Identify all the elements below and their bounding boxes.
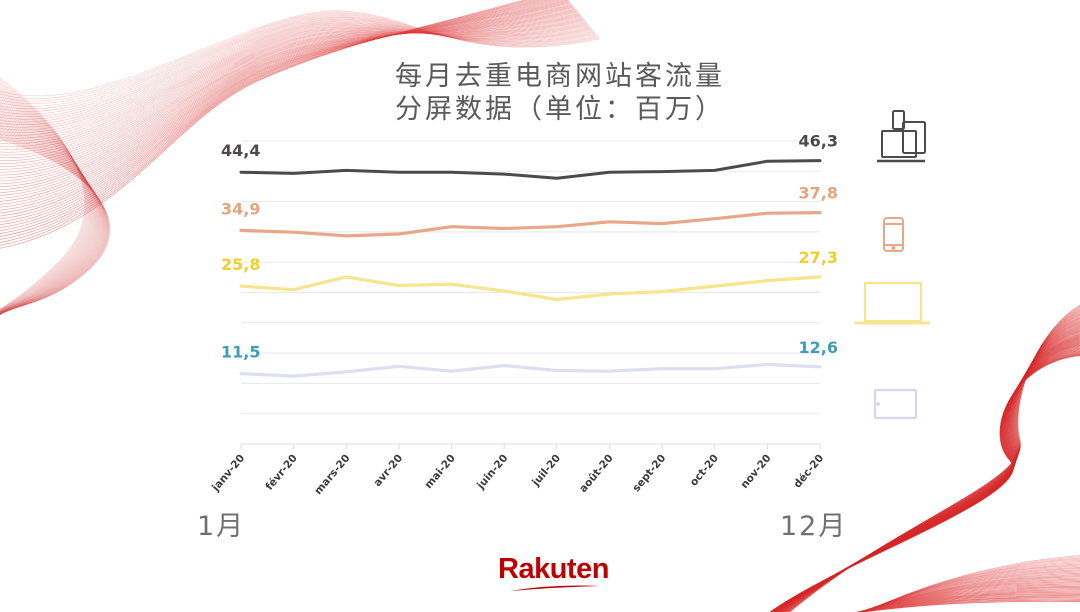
end-value-label-desktop: 27,3	[799, 248, 838, 267]
start-value-label-tablet: 11,5	[221, 343, 260, 362]
x-axis-tick-label: oct-20	[688, 452, 721, 488]
end-value-label-total: 46,3	[799, 132, 838, 151]
chart-series	[239, 159, 822, 378]
series-line-tablet	[239, 362, 822, 378]
end-value-label-tablet: 12,6	[799, 338, 838, 357]
series-line-desktop	[239, 275, 822, 302]
chart-title: 每月去重电商网站客流量 分屏数据（单位：百万）	[360, 60, 760, 126]
series-value-labels: 44,4 46,3 34,9 37,8 25,8 27,3 11,5 12,6	[221, 132, 838, 362]
start-value-label-desktop: 25,8	[221, 255, 260, 274]
start-value-label-mobile: 34,9	[221, 199, 260, 218]
series-line-mobile	[239, 211, 822, 238]
x-axis: janv-20 févr-20 mars-20 avr-20 mai-20 juin-20…	[209, 443, 826, 497]
rakuten-logo-swoosh	[510, 585, 600, 591]
x-axis-tick-label: nov-20	[738, 452, 773, 491]
start-month-label: 1月	[197, 511, 246, 542]
end-value-label-mobile: 37,8	[799, 184, 838, 203]
x-axis-tick-label: févr-20	[263, 452, 300, 492]
smartphone-icon	[883, 217, 904, 252]
rakuten-logo: Rakuten	[498, 553, 609, 585]
series-line-total	[239, 159, 822, 180]
multi-device-icon	[877, 110, 926, 163]
x-axis-tick-label: juil-20	[529, 452, 563, 489]
x-axis-tick-label: juin-20	[474, 452, 510, 492]
x-axis-tick-label: déc-20	[791, 452, 826, 490]
x-axis-tick-label: août-20	[577, 452, 616, 495]
x-axis-tick-label: mars-20	[312, 452, 352, 497]
x-axis-tick-label: mai-20	[423, 452, 458, 491]
chart-title-line-1: 每月去重电商网站客流量	[395, 61, 725, 92]
start-value-label-total: 44,4	[221, 141, 260, 160]
laptop-icon	[855, 281, 930, 325]
end-month-label: 12月	[780, 511, 848, 542]
x-axis-tick-label: avr-20	[372, 452, 406, 489]
x-axis-tick-label: sept-20	[630, 452, 668, 494]
tablet-icon	[873, 388, 918, 420]
chart-title-line-2: 分屏数据（单位：百万）	[395, 94, 725, 125]
x-axis-tick-label: janv-20	[209, 452, 247, 494]
